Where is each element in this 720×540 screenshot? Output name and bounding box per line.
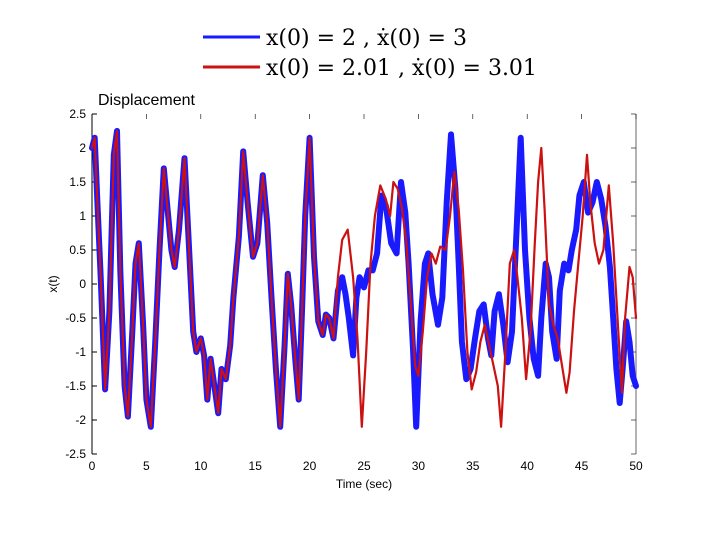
x-tick-label: 15 <box>249 459 263 473</box>
y-tick-label: -1 <box>75 345 86 359</box>
x-axis-label: Time (sec) <box>336 477 392 491</box>
x-tick-label: 50 <box>629 459 643 473</box>
y-axis-label: x(t) <box>46 275 60 292</box>
y-tick-label: 0.5 <box>69 243 86 257</box>
x-tick-label: 40 <box>521 459 535 473</box>
legend: x(0) = 2 , ẋ(0) = 3 x(0) = 2.01 , ẋ(0) = … <box>203 26 537 81</box>
y-tick-label: -2.5 <box>65 447 86 461</box>
y-tick-label: -2 <box>75 413 86 427</box>
y-tick-label: -0.5 <box>65 311 86 325</box>
x-tick-label: 45 <box>575 459 589 473</box>
x-tick-label: 35 <box>466 459 480 473</box>
x-tick-label: 10 <box>194 459 208 473</box>
chart-title: Displacement <box>98 92 195 109</box>
legend-label-1: x(0) = 2 , ẋ(0) = 3 <box>266 26 467 51</box>
y-tick-label: 2 <box>79 141 86 155</box>
series-group <box>89 128 639 430</box>
x-tick-label: 20 <box>303 459 317 473</box>
y-tick-label: -1.5 <box>65 379 86 393</box>
series-line-2 <box>90 129 638 428</box>
x-tick-label: 30 <box>412 459 426 473</box>
y-tick-label: 1.5 <box>69 175 86 189</box>
x-tick-label: 25 <box>357 459 371 473</box>
y-tick-label: 1 <box>79 209 86 223</box>
x-axis-ticks: 0 5 10 15 20 25 30 35 40 45 50 <box>89 114 643 473</box>
legend-label-2: x(0) = 2.01 , ẋ(0) = 3.01 <box>266 56 537 81</box>
x-tick-label: 0 <box>89 459 96 473</box>
y-tick-label: 2.5 <box>69 107 86 121</box>
y-tick-label: 0 <box>79 277 86 291</box>
x-tick-label: 5 <box>143 459 150 473</box>
